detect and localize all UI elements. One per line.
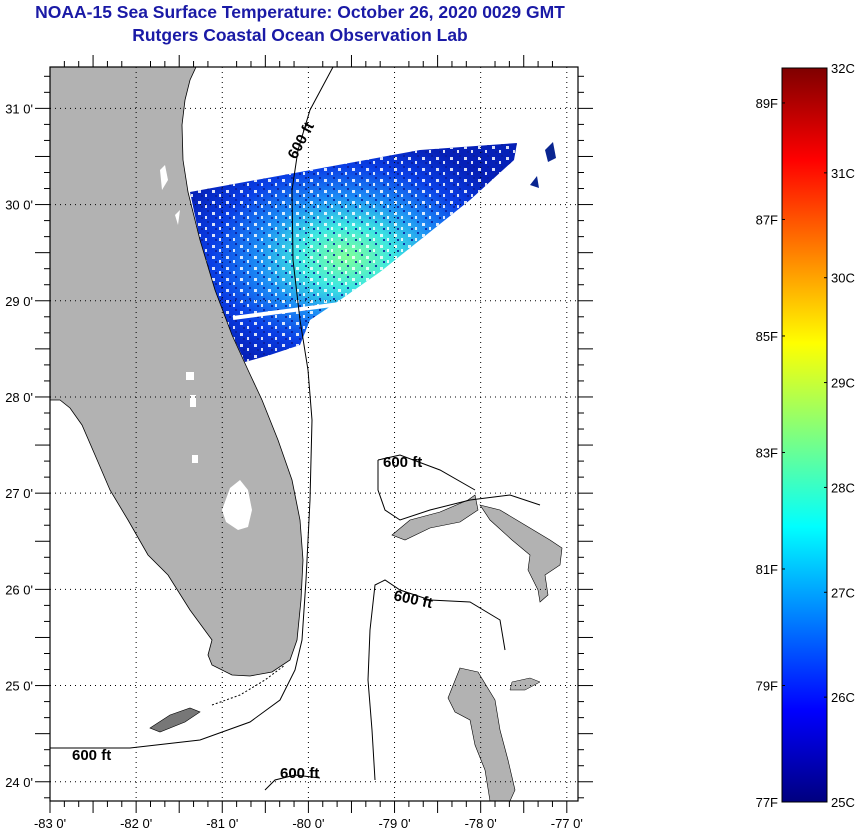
lat-tick-label: 30 0' — [5, 198, 33, 213]
axis-ticks — [35, 55, 593, 813]
fahrenheit-label: 81F — [756, 562, 778, 577]
inland-lake — [186, 372, 194, 380]
florida-keys — [149, 707, 201, 733]
lon-tick-label: -80 0' — [292, 816, 324, 831]
depth-contours — [50, 67, 541, 791]
celsius-label: 25C — [831, 795, 855, 810]
contour-label: 600 ft — [280, 765, 319, 782]
lat-tick-label: 26 0' — [5, 582, 33, 597]
lat-tick-label: 25 0' — [5, 679, 33, 694]
celsius-label: 31C — [831, 166, 855, 181]
lat-tick-label: 28 0' — [5, 390, 33, 405]
contour-label: 600 ft — [383, 454, 422, 471]
axis-labels: -83 0' -82 0' -81 0' -80 0' -79 0' -78 0' -77 … — [5, 101, 583, 831]
fahrenheit-label: 83F — [756, 445, 778, 460]
inland-lake — [192, 455, 198, 463]
lon-tick-label: -82 0' — [120, 816, 152, 831]
lon-tick-label: -77 0' — [551, 816, 583, 831]
grand-bahama-land — [391, 494, 479, 541]
inland-lake — [190, 395, 196, 407]
celsius-label: 26C — [831, 690, 855, 705]
map-subtitle: Rutgers Coastal Ocean Observation Lab — [132, 25, 468, 45]
fahrenheit-label: 87F — [756, 212, 778, 227]
lon-tick-label: -79 0' — [378, 816, 410, 831]
celsius-label: 32C — [831, 61, 855, 76]
fahrenheit-label: 89F — [756, 96, 778, 111]
lon-tick-label: -81 0' — [206, 816, 238, 831]
map-frame — [49, 66, 579, 802]
colorbar: 32C 31C 30C 29C 28C 27C 26C 25C 89F 87F 85F 83F 81F 7… — [756, 61, 855, 810]
fahrenheit-label: 77F — [756, 795, 778, 810]
lat-tick-label: 29 0' — [5, 294, 33, 309]
celsius-label: 30C — [831, 271, 855, 286]
lat-tick-label: 27 0' — [5, 486, 33, 501]
andros-land — [447, 667, 516, 801]
lake-okeechobee — [222, 480, 252, 530]
fahrenheit-label: 79F — [756, 678, 778, 693]
colorbar-gradient — [781, 67, 828, 803]
celsius-label: 27C — [831, 585, 855, 600]
abaco-land — [479, 504, 563, 603]
map-area — [50, 67, 578, 801]
map-title: NOAA-15 Sea Surface Temperature: October… — [35, 2, 565, 22]
fahrenheit-label: 85F — [756, 329, 778, 344]
lat-tick-label: 31 0' — [5, 101, 33, 116]
graticule — [50, 67, 578, 801]
contour-label: 600 ft — [72, 747, 111, 764]
celsius-label: 29C — [831, 376, 855, 391]
celsius-label: 28C — [831, 480, 855, 495]
lon-tick-label: -83 0' — [34, 816, 66, 831]
lon-tick-label: -78 0' — [465, 816, 497, 831]
lat-tick-label: 24 0' — [5, 775, 33, 790]
